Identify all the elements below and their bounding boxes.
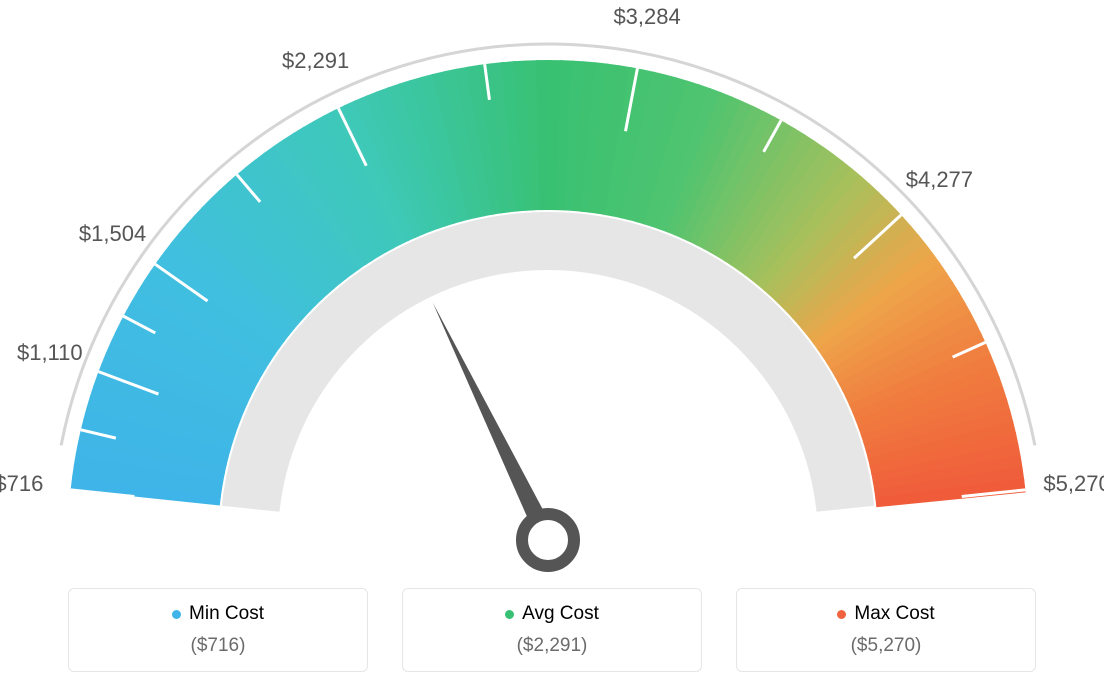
- tick-label: $1,110: [17, 340, 83, 366]
- gauge-svg: [0, 0, 1104, 580]
- tick-label: $4,277: [906, 167, 973, 193]
- gauge-container: $716 $1,110 $1,504 $2,291 $3,284 $4,277 $5,270: [0, 0, 1104, 580]
- legend-card-avg: Avg Cost ($2,291): [402, 588, 702, 672]
- legend-label-text: Max Cost: [854, 603, 934, 625]
- tick-label: $1,504: [79, 221, 146, 247]
- legend-card-max: Max Cost ($5,270): [736, 588, 1036, 672]
- legend-value-avg: ($2,291): [403, 635, 701, 657]
- dot-icon: [837, 610, 846, 619]
- legend-label-text: Avg Cost: [522, 603, 599, 625]
- tick-label: $5,270: [1043, 471, 1104, 497]
- legend-label-text: Min Cost: [189, 603, 264, 625]
- legend-label-min: Min Cost: [172, 603, 264, 625]
- legend-value-min: ($716): [69, 635, 367, 657]
- tick-label: $716: [0, 471, 43, 497]
- legend-row: Min Cost ($716) Avg Cost ($2,291) Max Co…: [0, 588, 1104, 672]
- legend-label-max: Max Cost: [837, 603, 934, 625]
- chart-wrapper: $716 $1,110 $1,504 $2,291 $3,284 $4,277 $5,270…: [0, 0, 1104, 690]
- tick-label: $2,291: [282, 48, 349, 74]
- dot-icon: [505, 610, 514, 619]
- legend-label-avg: Avg Cost: [505, 603, 599, 625]
- dot-icon: [172, 610, 181, 619]
- legend-card-min: Min Cost ($716): [68, 588, 368, 672]
- legend-value-max: ($5,270): [737, 635, 1035, 657]
- tick-label: $3,284: [613, 4, 680, 30]
